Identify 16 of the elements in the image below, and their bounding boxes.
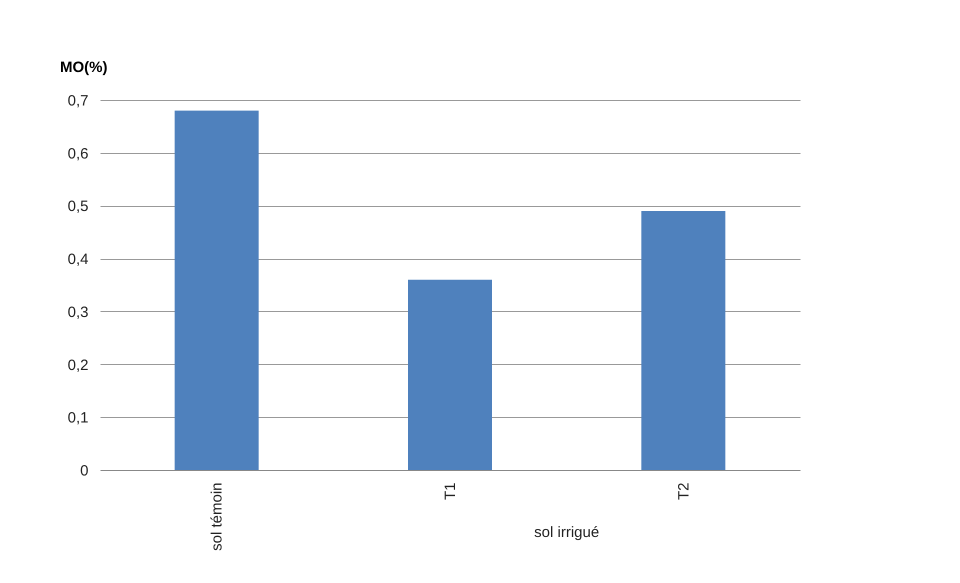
y-tick-label: 0,2	[68, 356, 88, 374]
y-tick-label: 0,5	[68, 198, 88, 216]
x-tick-label: T1	[442, 482, 459, 500]
y-tick-label: 0,7	[68, 92, 88, 110]
bar	[174, 110, 259, 470]
text: sol irrigué	[534, 524, 600, 541]
y-tick-label: 0,3	[68, 304, 88, 321]
x-tick-label: sol témoin	[208, 482, 226, 551]
x-tick-label: T2	[675, 482, 692, 500]
y-tick-label: 0,4	[68, 251, 88, 268]
bar	[408, 280, 492, 470]
y-tick-label: 0	[80, 462, 88, 480]
y-tick-label: 0,6	[68, 145, 88, 162]
bar	[641, 211, 726, 470]
y-tick-label: 0,1	[68, 410, 88, 427]
y-axis-title: MO(%)	[60, 59, 108, 76]
